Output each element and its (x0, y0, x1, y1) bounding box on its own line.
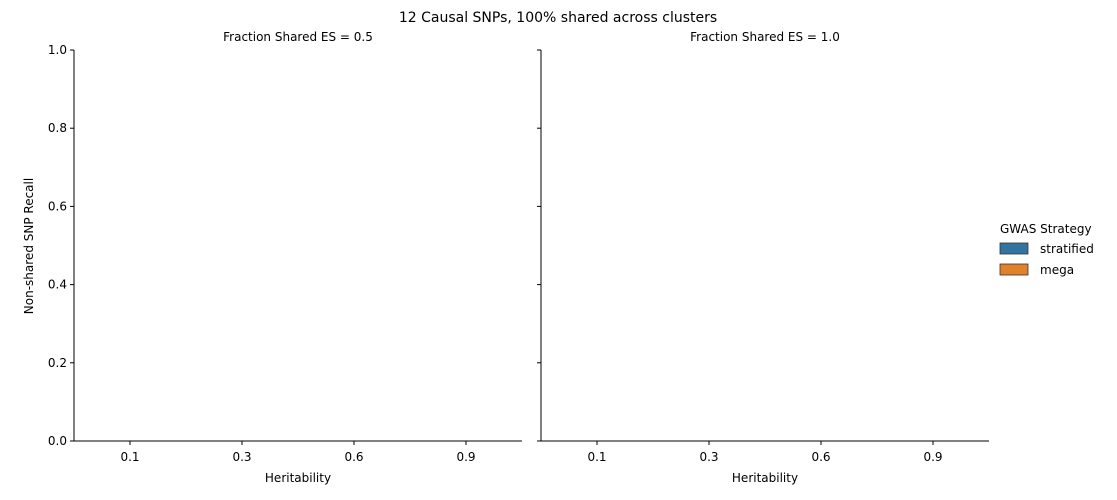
tick-layer: 0.1 0.3 0.6 0.9 (537, 49, 943, 464)
x-tick-label: 0.9 (923, 450, 942, 464)
x-axis-label: Heritability (265, 471, 331, 485)
legend-title: GWAS Strategy (1000, 222, 1092, 236)
figure-suptitle: 12 Causal SNPs, 100% shared across clust… (399, 10, 717, 26)
panel-title: Fraction Shared ES = 0.5 (223, 30, 373, 44)
x-tick-label: 0.3 (699, 450, 718, 464)
x-tick-label: 0.1 (587, 450, 606, 464)
y-axis-label: Non-shared SNP Recall (22, 178, 36, 314)
legend-swatch-mega (999, 263, 1029, 276)
x-axis-label: Heritability (732, 471, 798, 485)
y-tick-label: 1.0 (48, 43, 67, 57)
y-tick-label: 0.6 (48, 199, 67, 213)
x-tick-label: 0.3 (232, 450, 251, 464)
y-tick-label: 0.0 (48, 434, 67, 448)
y-tick-label: 0.4 (48, 278, 67, 292)
x-tick-label: 0.1 (120, 450, 139, 464)
legend-swatch-stratified (999, 242, 1029, 255)
legend: GWAS Strategy stratified mega (999, 222, 1094, 277)
facet-panel-left: Fraction Shared ES = 0.5 Non-shared SNP … (22, 30, 522, 485)
legend-label-mega: mega (1040, 263, 1074, 277)
y-tick-label: 0.2 (48, 356, 67, 370)
legend-label-stratified: stratified (1040, 242, 1094, 256)
y-tick-label: 0.8 (48, 121, 67, 135)
facet-panel-right: Fraction Shared ES = 1.0 Heritability 0.… (537, 30, 989, 485)
x-tick-label: 0.6 (811, 450, 830, 464)
tick-layer: 0.0 0.2 0.4 0.6 0.8 1.0 0.1 0.3 0.6 0.9 (48, 43, 476, 464)
panel-title: Fraction Shared ES = 1.0 (690, 30, 840, 44)
x-tick-label: 0.9 (456, 450, 475, 464)
x-tick-label: 0.6 (344, 450, 363, 464)
